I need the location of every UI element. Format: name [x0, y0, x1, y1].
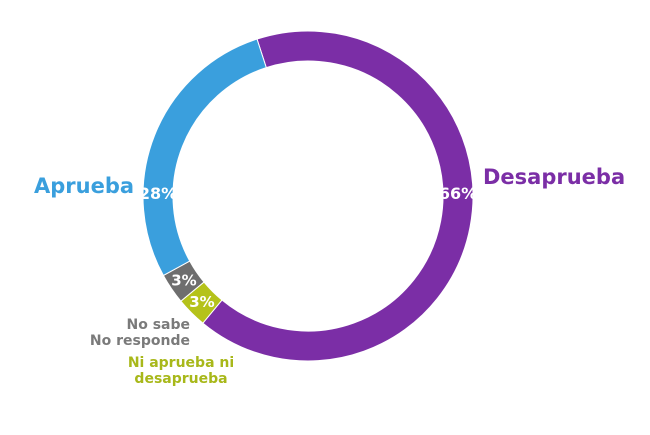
ni-aprueba-label-line1: Ni aprueba ni	[127, 355, 235, 371]
no-sabe-label: No sabe No responde	[70, 317, 190, 349]
no-sabe-label-line2: No responde	[89, 333, 190, 350]
desaprueba-label: Desaprueba	[483, 165, 626, 189]
value-label-no-sabe-no-responde: 3%	[171, 271, 196, 289]
slice-aprueba	[142, 38, 267, 277]
aprueba-label: Aprueba	[34, 174, 135, 198]
ni-aprueba-label-line2: desaprueba	[134, 371, 228, 388]
value-label-desaprueba: 66%	[439, 184, 477, 203]
value-label-ni-aprueba-ni-desaprueba: 3%	[189, 293, 214, 311]
no-sabe-label-line1: No sabe	[126, 317, 190, 333]
value-label-aprueba: 28%	[139, 184, 177, 203]
slice-desaprueba	[202, 30, 474, 362]
ni-aprueba-label: Ni aprueba ni desaprueba	[112, 355, 250, 387]
